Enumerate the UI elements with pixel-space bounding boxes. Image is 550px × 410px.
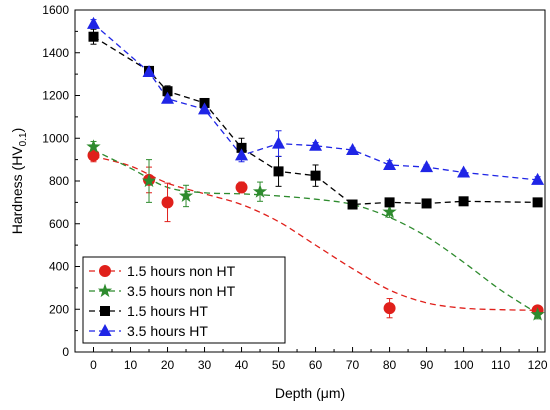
- legend-marker-1: [97, 283, 113, 298]
- series-0-point-2: [161, 196, 174, 209]
- series-0-point-3: [235, 181, 248, 194]
- y-tick-label-600: 600: [49, 217, 69, 231]
- legend-box: [82, 256, 286, 344]
- series-3-point-7: [346, 143, 360, 156]
- series-2-point-9: [421, 198, 432, 209]
- x-tick-label-40: 40: [235, 358, 249, 372]
- series-3-point-5: [272, 136, 286, 149]
- series-3-point-11: [531, 172, 545, 185]
- series-2-point-11: [532, 197, 543, 208]
- series-3-point-10: [457, 165, 471, 178]
- legend-label-1: 3.5 hours non HT: [127, 283, 236, 299]
- series-1-point-4: [382, 204, 397, 219]
- x-axis-label: Depth (μm): [275, 385, 345, 401]
- series-1-point-0: [86, 139, 101, 153]
- series-1-point-1: [141, 173, 157, 188]
- series-1-point-2: [178, 188, 194, 203]
- x-tick-label-70: 70: [346, 358, 360, 372]
- legend: 1.5 hours non HT 3.5 hours non HT 1.5 hour…: [82, 256, 286, 344]
- x-tick-label-80: 80: [383, 358, 397, 372]
- series-2-point-5: [273, 166, 284, 177]
- x-tick-label-90: 90: [420, 358, 434, 372]
- series-2-point-7: [347, 199, 358, 210]
- y-axis-label-subscript: 0.1: [18, 132, 29, 146]
- series-3-point-9: [420, 160, 434, 173]
- series-3-point-3: [198, 102, 212, 115]
- series-3-point-4: [235, 148, 249, 161]
- x-tick-label-120: 120: [528, 358, 548, 372]
- series-2-point-4: [236, 142, 247, 153]
- y-tick-label-1600: 1600: [42, 3, 69, 17]
- legend-marker-2: [100, 306, 110, 316]
- axis-ticks-layer: 0 10 20 30 40 50 60 70 80 90 100 110 120020040060080…: [42, 3, 548, 372]
- y-axis-label: Hardness (HV0.1): [9, 128, 29, 235]
- legend-label-2: 1.5 hours HT: [127, 303, 208, 319]
- series-0-point-0: [87, 149, 100, 162]
- legend-marker-0: [99, 265, 111, 277]
- series-2-point-2: [162, 86, 173, 97]
- y-axis-label-close: ): [9, 128, 25, 133]
- x-tick-label-60: 60: [309, 358, 323, 372]
- x-tick-label-30: 30: [198, 358, 212, 372]
- x-tick-label-0: 0: [90, 358, 97, 372]
- x-tick-label-100: 100: [454, 358, 474, 372]
- series-1-point-5: [530, 307, 545, 321]
- series-0-fit-curve: [93, 155, 538, 311]
- series-2-point-8: [384, 197, 395, 208]
- y-axis-label-main: Hardness (HV: [9, 146, 25, 235]
- y-tick-label-0: 0: [62, 345, 69, 359]
- y-tick-label-200: 200: [49, 302, 69, 316]
- series-2-point-6: [310, 170, 321, 181]
- x-tick-label-110: 110: [491, 358, 510, 372]
- series-3-line: [93, 23, 538, 181]
- series-1-point-3: [252, 184, 268, 198]
- markers-layer: [86, 16, 545, 321]
- legend-marker-3: [98, 324, 112, 336]
- series-0-point-4: [383, 302, 396, 315]
- series-2-point-10: [458, 196, 469, 207]
- legend-label-0: 1.5 hours non HT: [127, 263, 236, 279]
- series-3-point-6: [309, 138, 323, 151]
- x-tick-label-50: 50: [272, 358, 286, 372]
- x-tick-label-20: 20: [161, 358, 175, 372]
- series-3-point-8: [383, 157, 397, 170]
- y-tick-label-1200: 1200: [42, 89, 69, 103]
- series-3-point-2: [161, 91, 175, 104]
- x-tick-label-10: 10: [124, 358, 138, 372]
- series-2-point-0: [88, 31, 99, 42]
- y-tick-label-1400: 1400: [42, 46, 69, 60]
- series-2-line: [93, 36, 538, 206]
- legend-label-3: 3.5 hours HT: [127, 323, 208, 339]
- y-tick-label-1000: 1000: [42, 131, 69, 145]
- y-tick-label-800: 800: [49, 174, 69, 188]
- series-3-point-0: [87, 16, 101, 29]
- series-3-point-1: [142, 64, 156, 77]
- y-tick-label-400: 400: [49, 260, 69, 274]
